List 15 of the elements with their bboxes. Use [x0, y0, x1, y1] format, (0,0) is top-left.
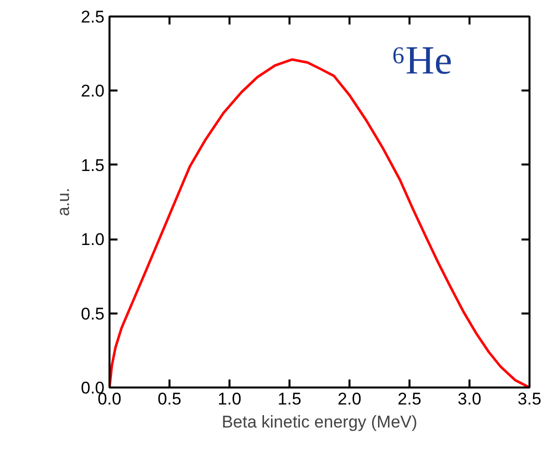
y-tick-label: 1.5: [80, 156, 105, 175]
y-tick-label: 2.0: [80, 82, 105, 101]
x-axis-title: Beta kinetic energy (MeV): [222, 412, 418, 432]
y-tick-label: 2.5: [80, 8, 105, 26]
annotation: ⁶He: [392, 38, 452, 82]
x-tick-label: 3.0: [458, 390, 482, 408]
x-tick-label: 3.5: [518, 390, 542, 408]
x-tick-label: 0.5: [158, 390, 182, 408]
x-tick-label: 1.0: [218, 390, 242, 408]
y-tick-label: 1.0: [80, 230, 105, 250]
x-tick-label: 2.0: [338, 390, 362, 408]
y-tick-label: 0.5: [80, 304, 105, 324]
y-axis-title: a.u.: [54, 188, 73, 216]
x-tick-label: 2.5: [398, 390, 422, 408]
x-tick-label: 1.5: [278, 390, 302, 408]
